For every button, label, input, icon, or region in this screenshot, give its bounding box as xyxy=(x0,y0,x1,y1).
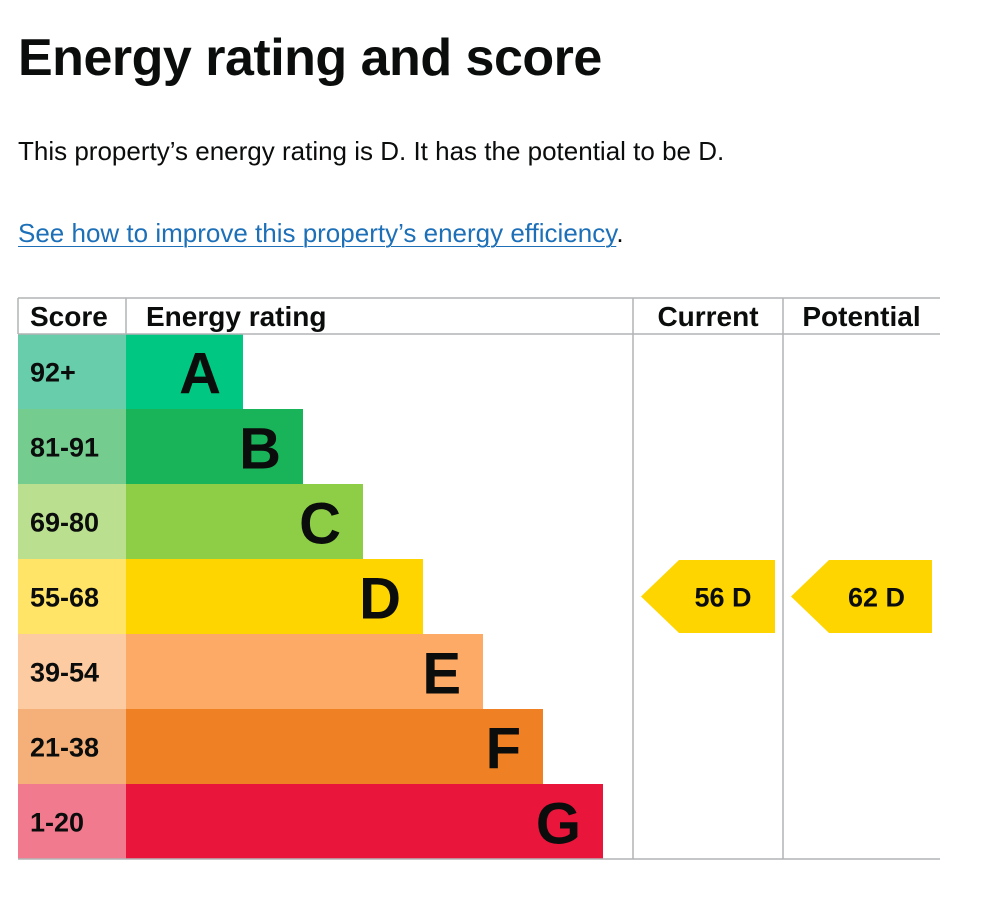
rating-bar-b xyxy=(126,409,303,484)
rating-bar-a xyxy=(126,334,243,409)
rating-bar-c xyxy=(126,484,363,559)
score-cell-d xyxy=(18,559,126,634)
header-potential: Potential xyxy=(802,301,920,332)
rating-summary: This property’s energy rating is D. It h… xyxy=(18,136,725,166)
header-energy-rating: Energy rating xyxy=(146,301,326,332)
rating-letter-d: D xyxy=(359,567,401,632)
improve-efficiency-link[interactable]: See how to improve this property’s energ… xyxy=(18,218,617,248)
score-range-b: 81-91 xyxy=(30,433,99,463)
score-range-a: 92+ xyxy=(30,358,76,388)
current-arrow xyxy=(641,560,775,633)
current-rating-label: 56 D xyxy=(694,583,751,613)
improve-paragraph: See how to improve this property’s energ… xyxy=(18,216,624,250)
score-range-f: 21-38 xyxy=(30,733,99,763)
page-title: Energy rating and score xyxy=(18,29,602,87)
potential-arrow xyxy=(791,560,932,633)
rating-bar-g xyxy=(126,784,603,859)
score-range-c: 69-80 xyxy=(30,508,99,538)
score-cell-e xyxy=(18,634,126,709)
rating-letter-e: E xyxy=(422,642,461,707)
rating-letter-g: G xyxy=(536,792,581,857)
potential-rating-label: 62 D xyxy=(848,583,905,613)
score-range-e: 39-54 xyxy=(30,658,99,688)
rating-letter-b: B xyxy=(239,417,281,482)
score-cell-g xyxy=(18,784,126,859)
score-range-g: 1-20 xyxy=(30,808,84,838)
header-score: Score xyxy=(30,301,108,332)
rating-letter-a: A xyxy=(179,342,221,407)
rating-letter-f: F xyxy=(486,717,521,782)
score-cell-f xyxy=(18,709,126,784)
header-current: Current xyxy=(657,301,758,332)
rating-bar-d xyxy=(126,559,423,634)
score-cell-c xyxy=(18,484,126,559)
rating-bar-f xyxy=(126,709,543,784)
score-cell-b xyxy=(18,409,126,484)
rating-letter-c: C xyxy=(299,492,341,557)
score-range-d: 55-68 xyxy=(30,583,99,613)
score-cell-a xyxy=(18,334,126,409)
improve-link-suffix: . xyxy=(616,218,624,248)
rating-bar-e xyxy=(126,634,483,709)
